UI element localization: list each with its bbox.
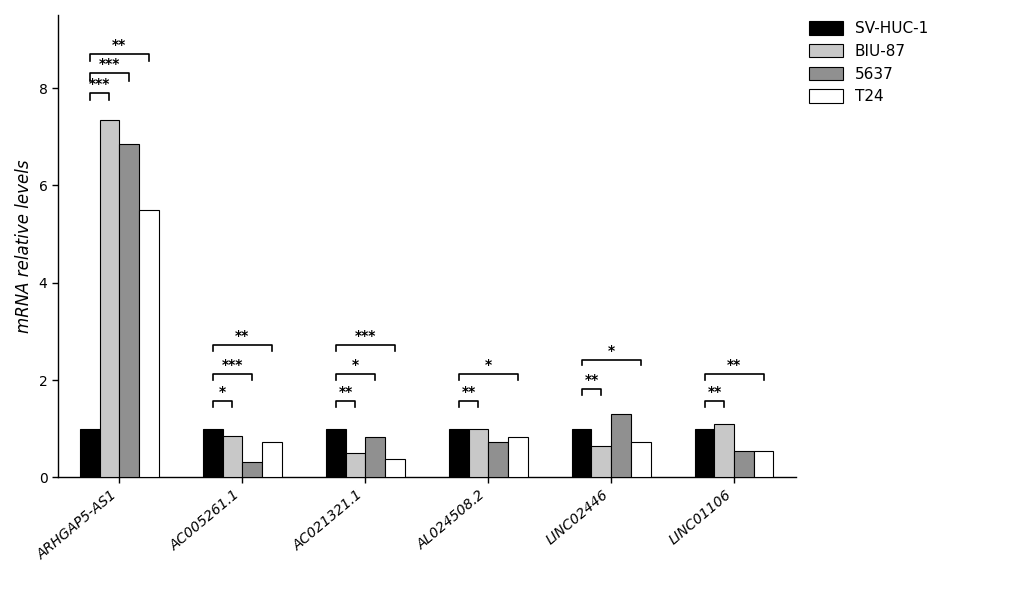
Text: **: **	[706, 385, 720, 399]
Bar	[572, 428, 591, 477]
Bar	[79, 428, 100, 477]
Bar	[507, 438, 527, 477]
Bar	[326, 428, 345, 477]
Bar	[488, 442, 507, 477]
Bar	[630, 442, 650, 477]
Bar	[734, 450, 753, 477]
Text: *: *	[607, 343, 614, 357]
Y-axis label: mRNA relative levels: mRNA relative levels	[15, 160, 33, 333]
Text: ***: ***	[355, 329, 376, 343]
Bar	[591, 446, 610, 477]
Text: *: *	[352, 358, 359, 372]
Text: **: **	[112, 38, 126, 52]
Text: ***: ***	[221, 358, 243, 372]
Bar	[119, 144, 139, 477]
Bar	[243, 462, 262, 477]
Bar	[610, 414, 630, 477]
Bar	[468, 428, 488, 477]
Text: **: **	[584, 373, 598, 387]
Text: *: *	[484, 358, 491, 372]
Text: **: **	[461, 385, 475, 399]
Bar	[345, 453, 365, 477]
Bar	[100, 119, 119, 477]
Bar	[203, 428, 222, 477]
Bar	[694, 428, 713, 477]
Legend: SV-HUC-1, BIU-87, 5637, T24: SV-HUC-1, BIU-87, 5637, T24	[802, 15, 933, 110]
Bar	[222, 436, 243, 477]
Bar	[753, 450, 772, 477]
Bar	[384, 459, 405, 477]
Text: ***: ***	[89, 77, 110, 91]
Bar	[448, 428, 468, 477]
Text: **: **	[727, 358, 741, 372]
Bar	[365, 438, 384, 477]
Text: ***: ***	[99, 58, 120, 72]
Bar	[262, 442, 281, 477]
Text: **: **	[338, 385, 353, 399]
Bar	[713, 424, 734, 477]
Text: *: *	[219, 385, 226, 399]
Text: **: **	[235, 329, 250, 343]
Bar	[139, 210, 159, 477]
